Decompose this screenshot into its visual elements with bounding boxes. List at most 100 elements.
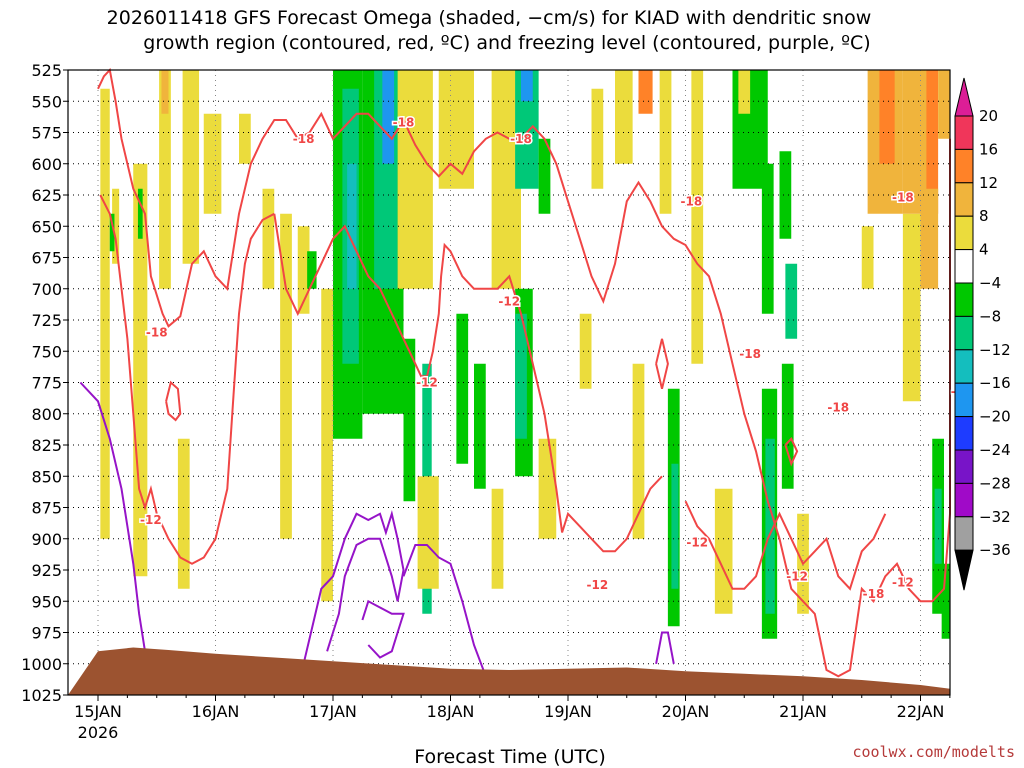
omega-cell	[307, 251, 317, 289]
colorbar-label: −28	[979, 474, 1011, 492]
freezing-level-layer	[79, 381, 675, 677]
contour-label: -12	[892, 576, 914, 590]
colorbar-bottom-arrow	[954, 549, 974, 591]
contour-label: -12	[140, 513, 162, 527]
x-tick-label: 18JAN	[427, 702, 475, 721]
plot-area: -18 -18 -18 -18 -18 -18 -18 -18 -18 -12 -12 -12 -12 -…	[67, 67, 974, 696]
omega-cell	[161, 70, 169, 114]
omega-cell	[491, 488, 504, 589]
omega-cell	[738, 70, 751, 114]
omega-cell	[474, 363, 486, 489]
y-tick-label: 525	[31, 61, 62, 80]
omega-cell	[615, 70, 633, 164]
omega-cell	[347, 163, 357, 289]
omega-cell	[262, 188, 275, 289]
omega-cell	[781, 363, 794, 489]
colorbar-swatch	[954, 349, 974, 384]
colorbar-swatch	[954, 416, 974, 451]
omega-cell	[109, 213, 115, 252]
colorbar-label: 4	[979, 241, 989, 259]
omega-cell	[920, 188, 939, 289]
y-tick-label: 875	[31, 499, 62, 518]
omega-cell	[779, 151, 792, 239]
pressure-axis: 525 550 575 600 625 650 675 700 725 750 775 800 825 8…	[21, 61, 68, 705]
colorbar-swatch	[954, 182, 974, 217]
colorbar-label: 12	[979, 174, 998, 192]
omega-cell	[632, 363, 645, 539]
y-tick-label: 550	[31, 92, 62, 111]
contour-label: -18	[393, 116, 415, 130]
omega-cell	[938, 70, 950, 139]
omega-cell	[926, 70, 939, 214]
omega-cell	[203, 113, 222, 214]
omega-cell	[538, 138, 551, 214]
y-tick-label: 1025	[21, 686, 62, 705]
omega-cell	[133, 163, 148, 577]
contour-label: -18	[146, 326, 168, 340]
y-tick-label: 900	[31, 530, 62, 549]
y-tick-label: 600	[31, 155, 62, 174]
y-tick-label: 700	[31, 280, 62, 299]
y-tick-label: 650	[31, 217, 62, 236]
contour-label: -18	[681, 194, 703, 208]
freezing-contour	[79, 381, 146, 652]
omega-cell	[638, 70, 653, 114]
x-tick-label: 19JAN	[544, 702, 592, 721]
colorbar-label: −24	[979, 441, 1011, 459]
omega-cell	[691, 70, 704, 364]
omega-cell	[417, 476, 439, 589]
colorbar-label: −32	[979, 508, 1011, 526]
omega-cell	[137, 188, 143, 239]
omega-cell	[321, 288, 333, 602]
contour-label-layer: -18 -18 -18 -18 -18 -18 -18 -18 -18 -12 -12 -12 -12 -…	[139, 114, 974, 602]
y-tick-label: 825	[31, 436, 62, 455]
omega-cell	[297, 226, 310, 314]
omega-cell	[280, 213, 292, 539]
omega-cell	[659, 70, 672, 214]
omega-cell	[112, 188, 120, 264]
y-tick-label: 800	[31, 405, 62, 424]
omega-cell	[403, 338, 416, 502]
colorbar-label: −4	[979, 274, 1001, 292]
omega-shading-layer	[100, 70, 950, 639]
omega-cell	[902, 213, 921, 402]
omega-cell	[671, 463, 679, 589]
colorbar-label: 8	[979, 207, 989, 225]
dgz-contour	[97, 67, 951, 678]
freezing-contour	[302, 510, 405, 665]
x-tick-label: 21JAN	[779, 702, 827, 721]
freezing-contour	[361, 599, 405, 659]
colorbar-swatch	[954, 449, 974, 484]
contour-label: -12	[786, 569, 808, 583]
omega-cell	[100, 88, 110, 539]
chart-title-line-2: growth region (contoured, red, ºC) and f…	[143, 32, 870, 54]
chart-title-line-1: 2026011418 GFS Forecast Omega (shaded, −…	[107, 7, 872, 29]
colorbar-label: 20	[979, 107, 998, 125]
dgz-contour	[99, 194, 275, 565]
contour-label: -18	[827, 401, 849, 415]
omega-cell	[239, 113, 251, 164]
colorbar-swatch	[954, 249, 974, 284]
dgz-contour	[273, 213, 663, 553]
y-tick-label: 625	[31, 186, 62, 205]
colorbar-swatch	[954, 115, 974, 150]
omega-cell	[785, 263, 798, 339]
omega-cell	[521, 70, 533, 102]
x-tick-label: 15JAN	[74, 702, 122, 721]
colorbar-label: −8	[979, 307, 1001, 325]
omega-cell	[861, 226, 874, 289]
omega-cell	[538, 438, 557, 539]
omega-cell	[456, 313, 469, 464]
omega-cell	[182, 70, 200, 264]
contour-label: -12	[587, 578, 609, 592]
dgz-contour-layer	[97, 67, 951, 678]
y-tick-label: 750	[31, 342, 62, 361]
terrain-layer	[68, 647, 950, 695]
colorbar-label: −16	[979, 374, 1011, 392]
contour-label: -12	[416, 376, 438, 390]
y-tick-label: 675	[31, 249, 62, 268]
x-tick-label: 17JAN	[309, 702, 357, 721]
y-tick-label: 925	[31, 561, 62, 580]
freezing-contour	[655, 631, 675, 664]
omega-cell	[591, 88, 604, 189]
